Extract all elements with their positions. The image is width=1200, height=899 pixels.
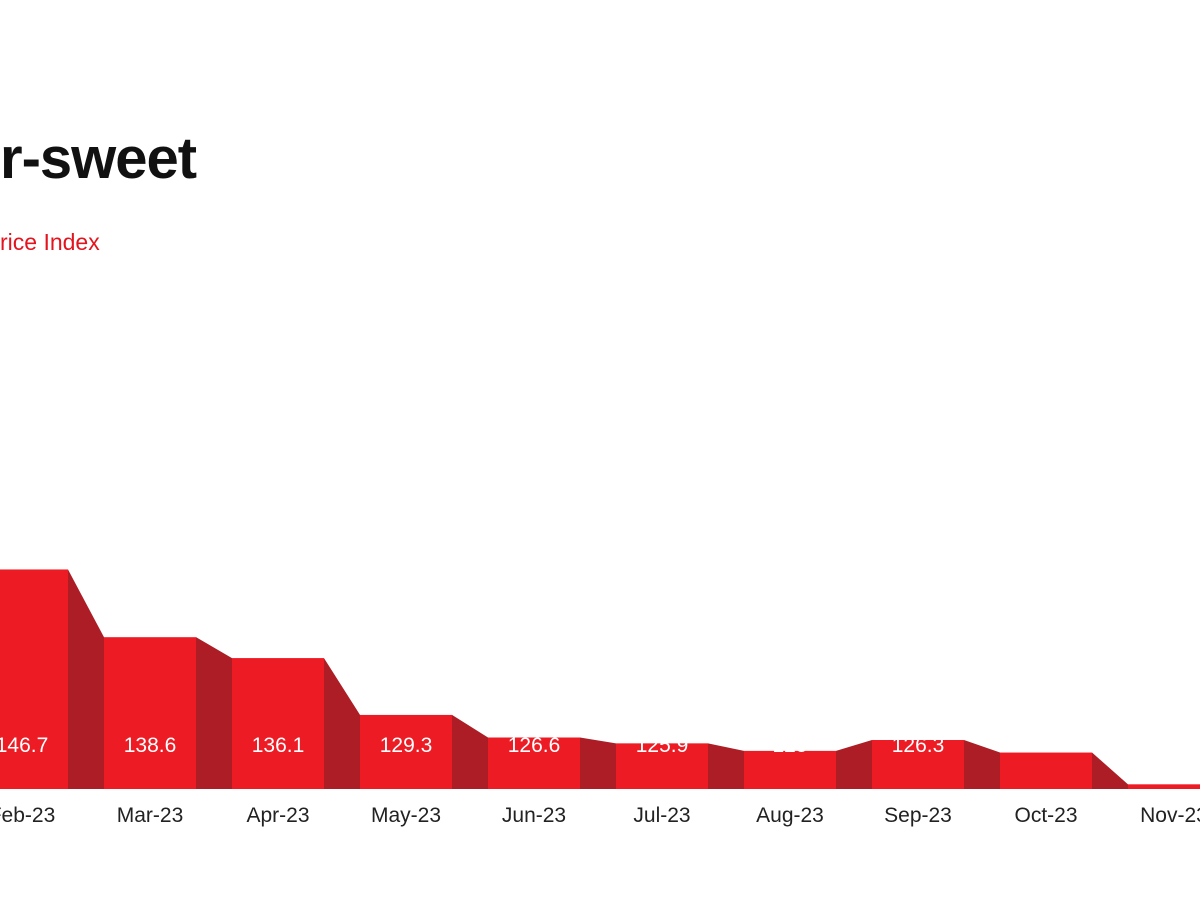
bar-nov-23 (1128, 784, 1200, 789)
bar-connector (324, 658, 360, 789)
bar-value-labels: 146.7 138.6 136.1 129.3 126.6 125.9 125 126.3 12… (0, 734, 1192, 757)
x-tick-label: Feb-23 (0, 804, 55, 827)
x-tick-label: Aug-23 (756, 804, 824, 827)
bar-value-label: 121 (1156, 734, 1191, 757)
bar-value-label: 129.3 (380, 734, 433, 757)
bar-may-23 (360, 714, 452, 789)
bar-connector (836, 740, 872, 789)
bar-oct-23 (1000, 752, 1092, 789)
x-tick-label: Nov-23 (1140, 804, 1200, 827)
x-axis-tick-labels: Feb-23 Mar-23 Apr-23 May-23 Jun-23 Jul-23 Aug-… (0, 804, 1200, 827)
bar-connector (68, 569, 104, 789)
bar-jul-23 (616, 743, 708, 789)
x-tick-label: Apr-23 (246, 804, 309, 827)
bar-apr-23 (232, 658, 324, 789)
bar-connector (964, 740, 1000, 789)
chart-title: r-sweet (0, 126, 197, 191)
bar-value-label: 138.6 (124, 734, 177, 757)
bar-value-label: 126.6 (508, 734, 561, 757)
x-tick-label: Oct-23 (1014, 804, 1077, 827)
bar-value-label: 125 (772, 734, 807, 757)
bar-feb-23 (0, 569, 68, 789)
bar-aug-23 (744, 750, 836, 789)
bar-connector (1092, 752, 1128, 789)
bar-value-label: 146.7 (0, 734, 48, 757)
bar-value-label: 124.8 (1020, 734, 1073, 757)
x-tick-label: May-23 (371, 804, 441, 827)
x-tick-label: Jul-23 (633, 804, 690, 827)
bar-connector (708, 743, 744, 789)
bar-sep-23 (872, 740, 964, 789)
bar-connectors (68, 569, 1128, 789)
bar-connector (452, 714, 488, 789)
bar-value-label: 136.1 (252, 734, 305, 757)
x-tick-label: Mar-23 (117, 804, 184, 827)
chart-subtitle: rice Index (0, 229, 100, 255)
x-tick-label: Sep-23 (884, 804, 952, 827)
x-tick-label: Jun-23 (502, 804, 566, 827)
bar-connector (196, 637, 232, 789)
bar-value-label: 126.3 (892, 734, 945, 757)
bar-jun-23 (488, 737, 580, 789)
bars (0, 569, 1200, 789)
bar-value-label: 125.9 (636, 734, 689, 757)
bar-connector (580, 737, 616, 789)
bar-mar-23 (104, 637, 196, 789)
